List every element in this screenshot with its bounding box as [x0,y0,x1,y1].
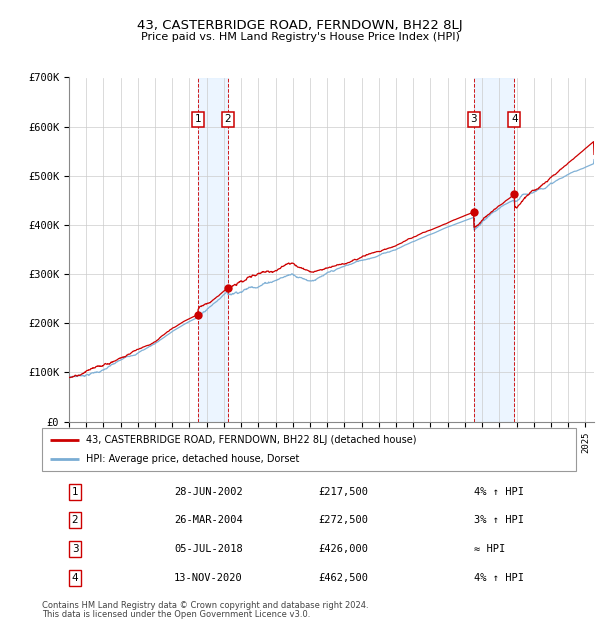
Text: 13-NOV-2020: 13-NOV-2020 [174,573,243,583]
Text: This data is licensed under the Open Government Licence v3.0.: This data is licensed under the Open Gov… [42,610,310,619]
Text: 26-MAR-2004: 26-MAR-2004 [174,515,243,525]
Text: £462,500: £462,500 [318,573,368,583]
Text: £217,500: £217,500 [318,487,368,497]
Text: 3: 3 [71,544,79,554]
Text: Price paid vs. HM Land Registry's House Price Index (HPI): Price paid vs. HM Land Registry's House … [140,32,460,42]
Text: ≈ HPI: ≈ HPI [474,544,505,554]
Text: 4: 4 [71,573,79,583]
Text: 28-JUN-2002: 28-JUN-2002 [174,487,243,497]
Text: 2: 2 [71,515,79,525]
Bar [473,78,514,422]
Text: 2: 2 [224,114,231,124]
Text: 43, CASTERBRIDGE ROAD, FERNDOWN, BH22 8LJ: 43, CASTERBRIDGE ROAD, FERNDOWN, BH22 8L… [137,19,463,32]
Text: £272,500: £272,500 [318,515,368,525]
Text: HPI: Average price, detached house, Dorset: HPI: Average price, detached house, Dors… [86,454,299,464]
Text: 4% ↑ HPI: 4% ↑ HPI [474,487,524,497]
Bar [198,78,228,422]
Text: 4: 4 [511,114,518,124]
Text: 1: 1 [71,487,79,497]
Text: 43, CASTERBRIDGE ROAD, FERNDOWN, BH22 8LJ (detached house): 43, CASTERBRIDGE ROAD, FERNDOWN, BH22 8L… [86,435,416,445]
Text: 3% ↑ HPI: 3% ↑ HPI [474,515,524,525]
Text: 3: 3 [470,114,477,124]
Text: 1: 1 [194,114,201,124]
Text: 4% ↑ HPI: 4% ↑ HPI [474,573,524,583]
Text: 05-JUL-2018: 05-JUL-2018 [174,544,243,554]
Text: £426,000: £426,000 [318,544,368,554]
Text: Contains HM Land Registry data © Crown copyright and database right 2024.: Contains HM Land Registry data © Crown c… [42,601,368,611]
